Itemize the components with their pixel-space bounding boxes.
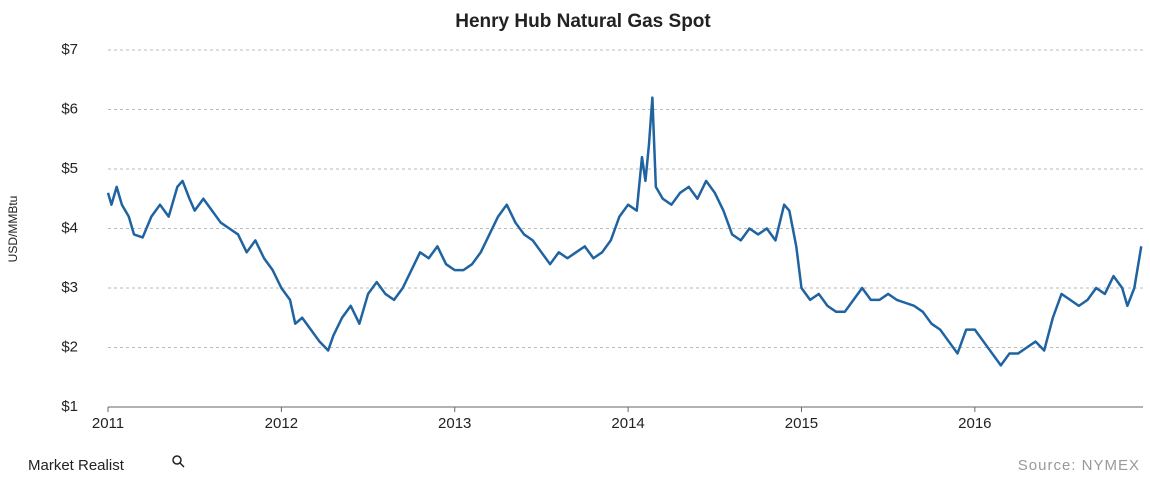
y-tick-label: $7 <box>61 41 78 58</box>
x-tick-label: 2011 <box>92 415 124 432</box>
y-tick-label: $6 <box>61 100 78 117</box>
brand: Market Realist <box>28 457 125 474</box>
x-tick-label: 2012 <box>265 415 298 432</box>
x-tick-label: 2016 <box>958 415 991 432</box>
y-tick-label: $3 <box>61 279 78 296</box>
source: Source: NYMEX <box>1018 457 1140 474</box>
x-tick-label: 2014 <box>611 415 644 432</box>
y-tick-label: $5 <box>61 160 78 177</box>
chart-title: Henry Hub Natural Gas Spot <box>455 11 711 32</box>
x-tick-label: 2013 <box>438 415 471 432</box>
y-axis-label: USD/MMBtu <box>6 196 20 263</box>
y-tick-label: $4 <box>61 219 78 236</box>
x-tick-label: 2015 <box>785 415 818 432</box>
brand-icon <box>172 455 185 468</box>
line <box>106 96 1143 367</box>
y-tick-label: $1 <box>61 398 78 415</box>
y-tick-label: $2 <box>61 338 78 355</box>
